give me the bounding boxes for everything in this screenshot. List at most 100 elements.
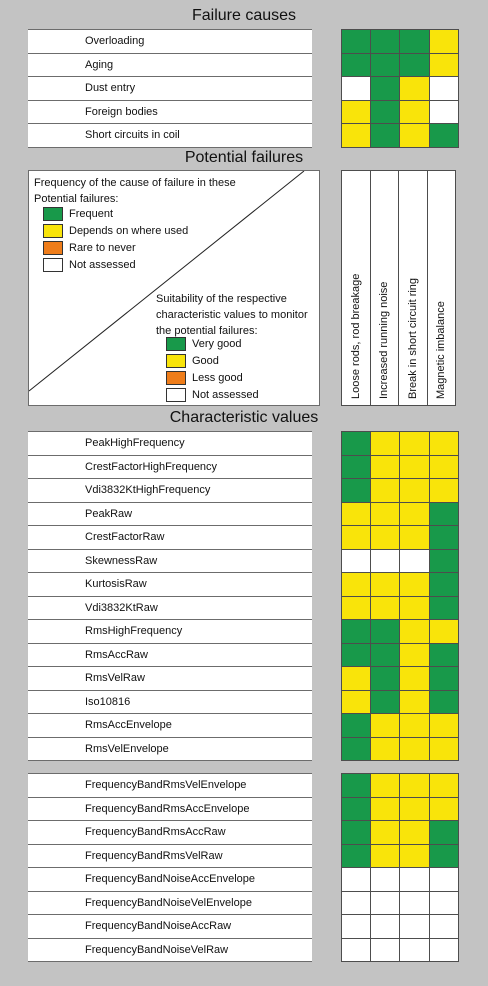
legend-label: Less good [192, 372, 243, 384]
matrix-cell [400, 690, 430, 714]
matrix-cell [370, 774, 400, 798]
matrix-cell [370, 643, 400, 667]
matrix-cell [370, 844, 400, 868]
matrix-cell [370, 797, 400, 821]
matrix-cell [341, 479, 371, 503]
matrix-cell [341, 502, 371, 526]
matrix-cell [429, 844, 459, 868]
matrix-cell [370, 502, 400, 526]
matrix-cell [429, 891, 459, 915]
matrix-cell [429, 596, 459, 620]
legend-label: Good [192, 355, 219, 367]
matrix-cell [370, 667, 400, 691]
matrix-cell [429, 643, 459, 667]
matrix-cell [400, 915, 430, 939]
matrix-cell [400, 643, 430, 667]
matrix-cell [341, 821, 371, 845]
legend-swatch [43, 224, 63, 238]
matrix-cell [370, 549, 400, 573]
failure-header-loose-rods: Loose rods, rod breakage [341, 170, 371, 406]
matrix-cell [370, 620, 400, 644]
matrix-cell [370, 868, 400, 892]
matrix-cell [429, 797, 459, 821]
matrix-cell [400, 891, 430, 915]
matrix-cell [341, 620, 371, 644]
matrix-cell [429, 714, 459, 738]
row-label: KurtosisRaw [28, 573, 312, 597]
matrix-cell [400, 714, 430, 738]
matrix-cell [429, 77, 459, 101]
matrix-cell [370, 596, 400, 620]
row-label: CrestFactorHighFrequency [28, 455, 312, 479]
legend-label: Frequent [69, 208, 114, 220]
legend-swatch [43, 207, 63, 221]
row-label: Dust entry [28, 77, 312, 101]
matrix-cell [341, 432, 371, 456]
matrix-cell [370, 690, 400, 714]
matrix-cell [400, 479, 430, 503]
row-label: Iso10816 [28, 690, 312, 714]
matrix-cell [429, 455, 459, 479]
row-label: Foreign bodies [28, 100, 312, 124]
matrix-cell [429, 667, 459, 691]
matrix-cell [341, 596, 371, 620]
matrix-cell [370, 891, 400, 915]
matrix-cell [370, 714, 400, 738]
failure-header-running-noise: Increased running noise [369, 170, 399, 406]
matrix-cell [429, 620, 459, 644]
matrix-cell [400, 774, 430, 798]
matrix-cell [400, 737, 430, 761]
matrix-cell [429, 502, 459, 526]
matrix-cell [341, 100, 371, 124]
matrix-cell [429, 526, 459, 550]
matrix-cell [429, 774, 459, 798]
matrix-cell [370, 737, 400, 761]
row-label: FrequencyBandNoiseAccRaw [28, 915, 312, 939]
matrix-cell [370, 915, 400, 939]
row-label: FrequencyBandRmsVelEnvelope [28, 774, 312, 798]
matrix-cell [370, 53, 400, 77]
matrix-cell [341, 455, 371, 479]
matrix-cell [341, 774, 371, 798]
matrix-cell [400, 573, 430, 597]
matrix-cell [370, 479, 400, 503]
row-label: RmsAccEnvelope [28, 714, 312, 738]
matrix-cell [400, 868, 430, 892]
characteristic-values-matrix-1 [341, 431, 459, 761]
matrix-cell [370, 526, 400, 550]
legend-label: Not assessed [192, 389, 259, 401]
row-label: Aging [28, 53, 312, 77]
row-label: SkewnessRaw [28, 549, 312, 573]
matrix-cell [429, 938, 459, 962]
matrix-cell [370, 821, 400, 845]
matrix-cell [400, 432, 430, 456]
matrix-cell [341, 797, 371, 821]
diagonal-divider [29, 171, 305, 392]
row-label: RmsVelEnvelope [28, 737, 312, 761]
matrix-cell [429, 549, 459, 573]
legend-label: Depends on where used [69, 225, 189, 237]
legend-item: Not assessed [166, 387, 259, 403]
legend-label: Not assessed [69, 259, 136, 271]
matrix-cell [341, 573, 371, 597]
legend-item: Depends on where used [43, 223, 188, 239]
row-label: RmsVelRaw [28, 667, 312, 691]
matrix-cell [429, 737, 459, 761]
row-label: Vdi3832KtHighFrequency [28, 479, 312, 503]
characteristic-values-list-1: PeakHighFrequency CrestFactorHighFrequenc… [28, 431, 312, 761]
failure-causes-heading: Failure causes [191, 7, 297, 24]
legend-swatch [43, 258, 63, 272]
matrix-cell [429, 53, 459, 77]
matrix-cell [341, 53, 371, 77]
matrix-cell [341, 844, 371, 868]
legend-item: Good [166, 353, 219, 369]
row-label: FrequencyBandRmsVelRaw [28, 844, 312, 868]
matrix-cell [429, 868, 459, 892]
matrix-cell [370, 938, 400, 962]
matrix-cell [341, 526, 371, 550]
matrix-cell [429, 573, 459, 597]
matrix-cell [370, 30, 400, 54]
characteristic-values-list-2: FrequencyBandRmsVelEnvelope FrequencyBand… [28, 773, 312, 962]
legend-swatch [166, 354, 186, 368]
row-label: FrequencyBandRmsAccRaw [28, 821, 312, 845]
